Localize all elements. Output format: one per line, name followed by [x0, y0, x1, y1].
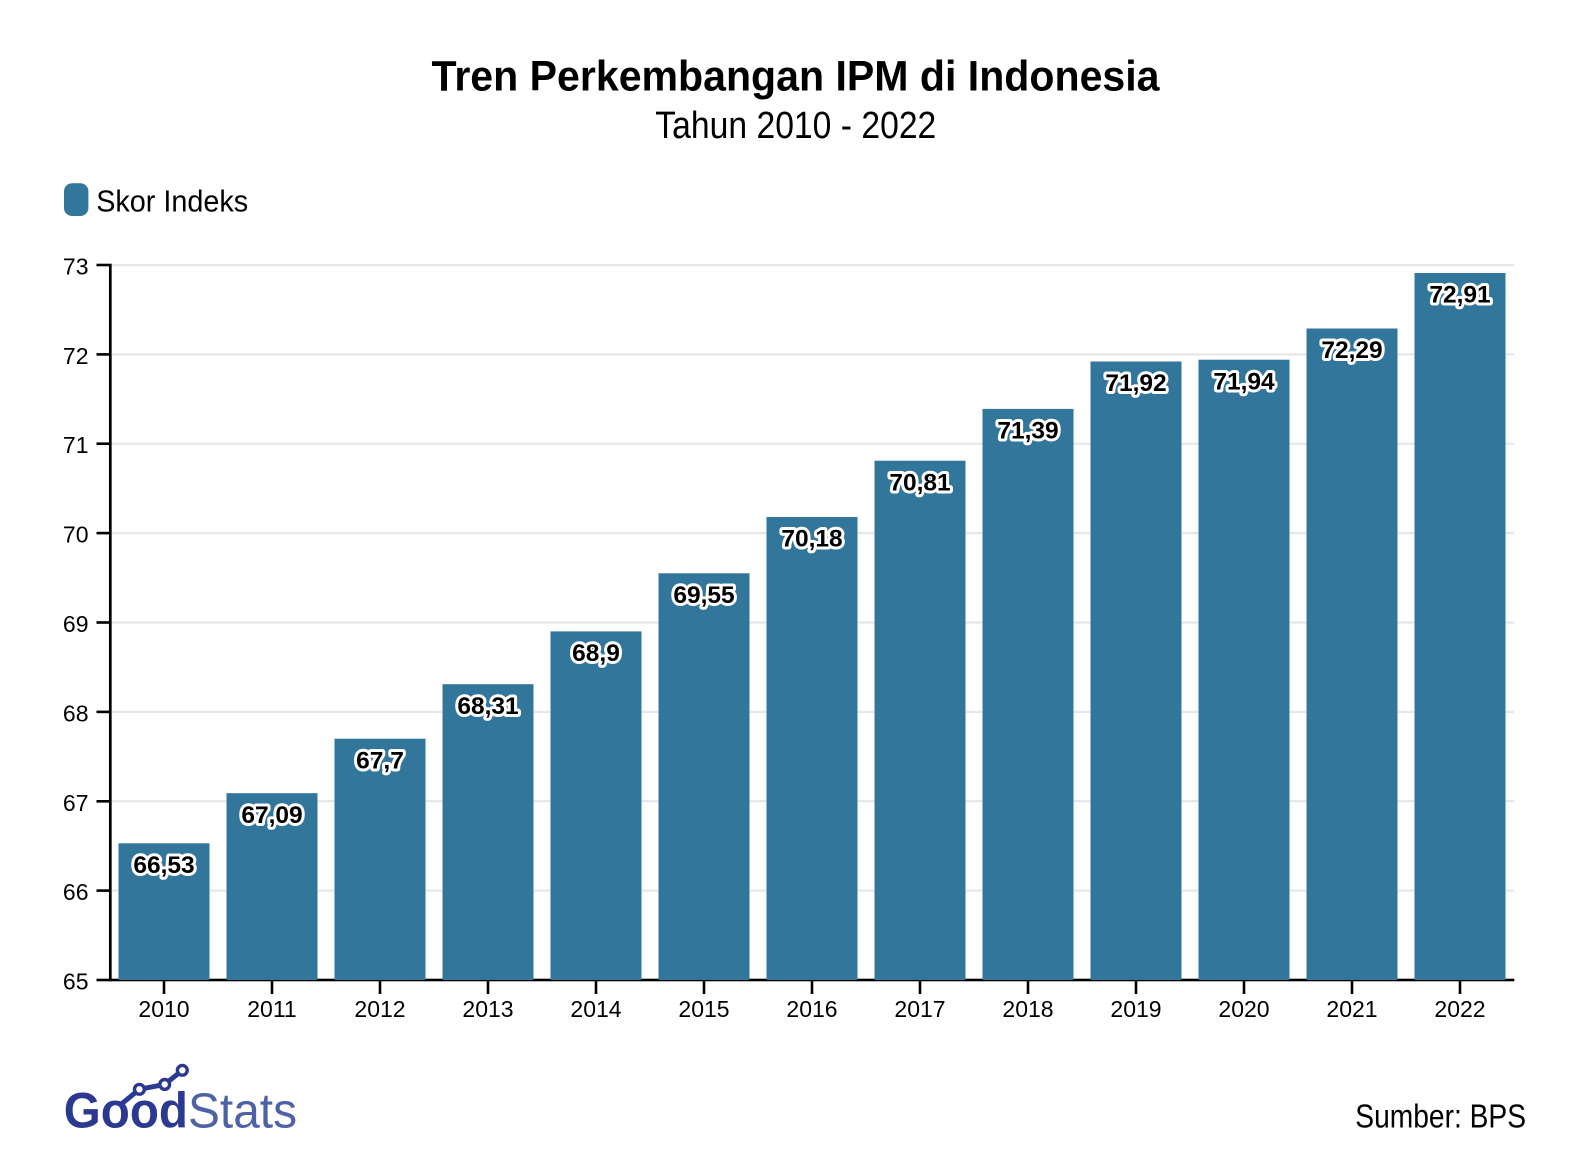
svg-text:Good: Good [64, 1082, 188, 1138]
svg-text:2012: 2012 [354, 996, 405, 1022]
svg-text:2018: 2018 [1002, 996, 1053, 1022]
svg-text:2016: 2016 [786, 996, 837, 1022]
svg-text:72: 72 [63, 343, 89, 369]
svg-text:Tren Perkembangan IPM di Indon: Tren Perkembangan IPM di Indonesia [432, 53, 1161, 101]
svg-text:70,18: 70,18 [781, 526, 842, 553]
svg-text:69,55: 69,55 [673, 582, 734, 609]
svg-text:68,9: 68,9 [572, 640, 620, 667]
svg-text:2017: 2017 [894, 996, 945, 1022]
svg-text:66,53: 66,53 [133, 852, 194, 879]
svg-text:67,7: 67,7 [356, 747, 404, 774]
svg-text:67,09: 67,09 [241, 802, 302, 829]
svg-text:2013: 2013 [462, 996, 513, 1022]
svg-text:70,81: 70,81 [889, 469, 950, 496]
svg-text:65: 65 [63, 969, 89, 995]
svg-text:71: 71 [63, 432, 89, 458]
svg-text:70: 70 [63, 522, 89, 548]
svg-text:2022: 2022 [1434, 996, 1485, 1022]
svg-text:72,29: 72,29 [1321, 337, 1382, 364]
svg-text:2014: 2014 [570, 996, 621, 1022]
svg-text:2020: 2020 [1218, 996, 1269, 1022]
svg-text:2010: 2010 [138, 996, 189, 1022]
svg-text:66: 66 [63, 879, 89, 905]
svg-text:68,31: 68,31 [457, 693, 518, 720]
svg-text:71,92: 71,92 [1105, 370, 1166, 397]
svg-text:69: 69 [63, 611, 89, 637]
svg-text:2011: 2011 [247, 996, 296, 1022]
svg-text:71,94: 71,94 [1213, 368, 1275, 395]
svg-text:67: 67 [63, 790, 89, 816]
svg-text:Tahun 2010 - 2022: Tahun 2010 - 2022 [655, 105, 936, 147]
svg-text:Stats: Stats [188, 1084, 297, 1138]
svg-text:Skor Indeks: Skor Indeks [96, 184, 248, 219]
svg-text:2019: 2019 [1110, 996, 1161, 1022]
svg-text:73: 73 [63, 254, 89, 280]
svg-text:Sumber: BPS: Sumber: BPS [1355, 1098, 1526, 1135]
svg-text:72,91: 72,91 [1429, 282, 1490, 309]
svg-text:2015: 2015 [678, 996, 729, 1022]
svg-text:68: 68 [63, 700, 89, 726]
svg-text:2021: 2021 [1326, 996, 1377, 1022]
svg-text:71,39: 71,39 [997, 418, 1058, 445]
